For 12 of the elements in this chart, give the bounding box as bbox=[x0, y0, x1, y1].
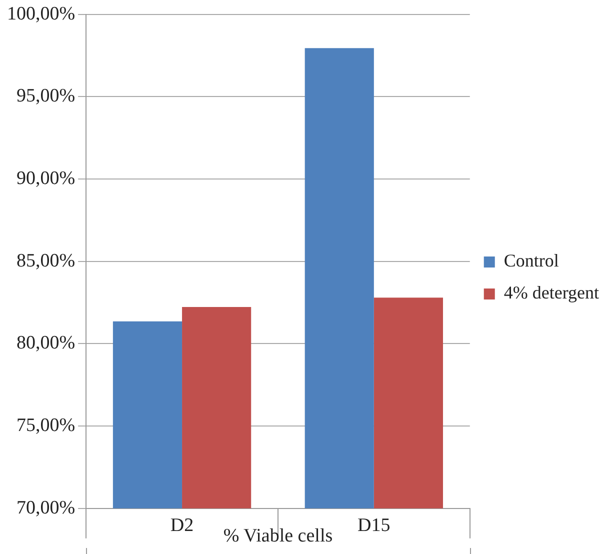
x-tick-label: D15 bbox=[358, 514, 390, 536]
y-tick-label: 95,00% bbox=[16, 86, 76, 107]
y-tick-label: 90,00% bbox=[16, 168, 76, 190]
y-tick-label: 100,00% bbox=[7, 3, 76, 24]
y-tick-label: 70,00% bbox=[16, 497, 76, 518]
x-tick-label: D2 bbox=[170, 514, 194, 536]
x-axis-title: % Viable cells bbox=[223, 526, 333, 547]
y-tick-label: 80,00% bbox=[16, 332, 76, 354]
y-tick-label: 75,00% bbox=[16, 415, 76, 436]
legend-label: 4% detergent bbox=[504, 282, 600, 303]
legend-label: Control bbox=[504, 250, 559, 271]
y-tick-label: 85,00% bbox=[16, 250, 76, 272]
